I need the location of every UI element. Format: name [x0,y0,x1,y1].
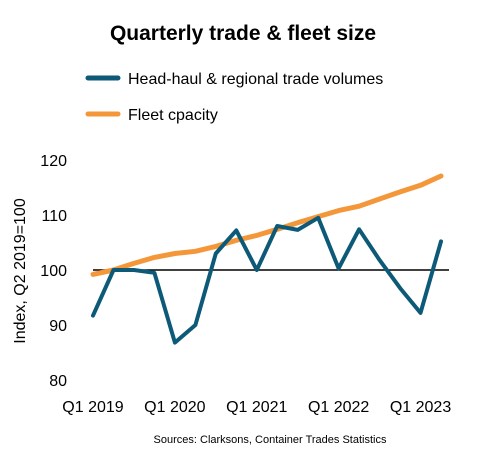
y-axis-label-group: Index, Q2 2019=100 [12,198,29,344]
plot-series [90,173,444,345]
legend-label-series-0: Head-haul & regional trade volumes [128,71,383,88]
y-tick-label: 90 [49,318,67,335]
series-line-1 [90,173,444,277]
y-tick-label: 110 [41,208,67,225]
chart-title: Quarterly trade & fleet size [110,22,376,45]
series-line-0 [91,215,443,345]
source-note: Sources: Clarksons, Container Trades Sta… [154,434,387,446]
x-tick-label: Q1 2020 [144,399,205,416]
y-tick-label: 80 [49,373,67,390]
y-axis-label: Index, Q2 2019=100 [12,198,29,344]
y-axis: 80 90 100 110 120 [40,153,67,390]
x-axis: Q1 2019 Q1 2020 Q1 2021 Q1 2022 Q1 2023 [62,399,451,416]
y-tick-label: 100 [40,263,67,280]
y-tick-label: 120 [40,153,67,170]
x-tick-label: Q1 2022 [308,399,369,416]
x-tick-label: Q1 2019 [62,399,123,416]
legend-label-series-1: Fleet cpacity [128,107,218,124]
legend: Head-haul & regional trade volumes Fleet… [85,71,383,124]
x-tick-label: Q1 2023 [390,399,451,416]
x-tick-label: Q1 2021 [226,399,287,416]
